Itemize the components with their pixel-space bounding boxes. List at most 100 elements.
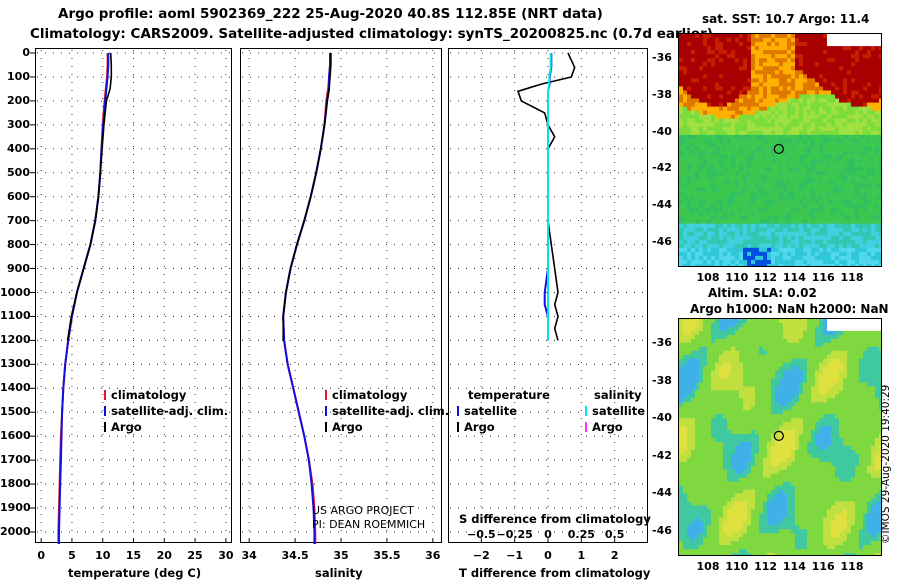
s-diff-tick-label: −0.5 (466, 528, 496, 541)
x-tick-label: 10 (95, 549, 111, 562)
argo-swatch (325, 422, 327, 432)
diff-legend-temp-title: temperature (468, 388, 550, 402)
x-tick-label: 15 (125, 549, 142, 562)
s-diff-tick-label: 0 (544, 528, 552, 541)
legend-label: climatology (111, 388, 187, 402)
sla-lon-label: 114 (782, 560, 806, 573)
sla-lon-label: 116 (811, 560, 835, 573)
series-line-satellite-adj-clim- (282, 53, 331, 544)
sat-swatch (104, 406, 106, 416)
depth-tick-label: 200 (7, 93, 30, 107)
diff-legend-temp-argo: Argo (457, 420, 495, 434)
sal-legend-sat: satellite-adj. clim. (325, 404, 449, 418)
sst-map (678, 33, 882, 267)
project-annotation: US ARGO PROJECT (312, 504, 414, 517)
legend-label: climatology (332, 388, 408, 402)
depth-tick-label: 1300 (0, 357, 31, 371)
depth-tick-label: 400 (7, 141, 30, 155)
series-line-argo (282, 53, 332, 341)
depth-tick-label: 1100 (0, 309, 31, 323)
depth-tick-label: 900 (7, 261, 30, 275)
depth-tick-label: 1700 (0, 453, 31, 467)
depth-tick-label: 1000 (0, 285, 31, 299)
legend-label: Argo (464, 420, 495, 434)
sst-lat-label: -46 (652, 235, 672, 248)
legend-label: Argo (111, 420, 142, 434)
sla-lon-label: 108 (696, 560, 720, 573)
x-tick-label: 5 (68, 549, 76, 562)
sla-title-2: Argo h1000: NaN h2000: NaN (690, 302, 889, 316)
sla-map (678, 318, 882, 556)
legend-label: satellite (464, 404, 518, 418)
title-line-2: Climatology: CARS2009. Satellite-adjuste… (30, 26, 713, 42)
sst-lat-label: -40 (652, 124, 672, 138)
temp-legend-clim: climatology (104, 388, 186, 402)
x-tick-label: 0 (544, 549, 552, 562)
copyright-footer: ©IMOS 29-Aug-2020 19:40:29 (880, 376, 898, 546)
depth-tick-label: 300 (7, 117, 30, 131)
x-tick-label: 2 (610, 549, 619, 562)
sla-lon-label: 118 (840, 560, 864, 573)
sst-field (679, 34, 881, 266)
depth-tick-label: 700 (7, 213, 30, 227)
sst-lat-label: -42 (652, 161, 672, 175)
sst-map-image (679, 34, 881, 266)
depth-tick-label: 600 (7, 189, 30, 203)
diff-legend-temp-sat: satellite (457, 404, 517, 418)
x-tick-label: 25 (187, 549, 203, 562)
clim-swatch (325, 390, 327, 400)
sat-swatch (325, 406, 327, 416)
sal-legend-clim: climatology (325, 388, 407, 402)
depth-tick-label: 2000 (0, 525, 31, 538)
x-tick-label: −1 (506, 549, 524, 562)
diff-legend-sal-title: salinity (594, 388, 642, 402)
sla-lat-label: -40 (652, 411, 672, 425)
sst-lon-label: 114 (782, 271, 806, 284)
sst-lon-label: 112 (754, 271, 778, 284)
sst-lat-label: -38 (652, 87, 672, 101)
sla-lat-label: -42 (652, 448, 672, 462)
clim-swatch (104, 390, 106, 400)
diff-legend-sal-sat: satellite (585, 404, 645, 418)
x-tick-label: 35 (333, 549, 349, 562)
sat-s-swatch (585, 406, 587, 416)
depth-tick-label: 1200 (0, 333, 31, 347)
x-tick-label: 34 (241, 549, 257, 562)
x-tick-label: 35.5 (373, 549, 401, 562)
sla-map-image (679, 319, 881, 555)
series-line-climatology (57, 53, 109, 544)
sla-lat-label: -36 (652, 336, 672, 349)
depth-tick-label: 1900 (0, 501, 31, 515)
salinity-xlabel: salinity (315, 566, 363, 580)
legend-label: satellite (592, 404, 646, 418)
sal-legend-argo: Argo (325, 420, 363, 434)
depth-tick-label: 1400 (0, 381, 31, 395)
copyright-text: ©IMOS 29-Aug-2020 19:40:29 (880, 384, 892, 544)
temp-legend-sat: satellite-adj. clim. (104, 404, 228, 418)
sst-lat-label: -44 (652, 198, 672, 212)
legend-label: Argo (332, 420, 363, 434)
series-line-satellite-salinity (547, 53, 552, 341)
legend-label: Argo (592, 420, 623, 434)
argo-swatch (104, 422, 106, 432)
s-diff-tick-label: −0.25 (496, 528, 533, 541)
pi-annotation: PI: DEAN ROEMMICH (312, 518, 426, 531)
argo-s-swatch (585, 422, 587, 432)
depth-tick-label: 1800 (0, 477, 31, 491)
title-line-1: Argo profile: aoml 5902369_222 25-Aug-20… (58, 6, 603, 22)
sst-lat-label: -36 (652, 51, 672, 64)
depth-tick-label: 0 (22, 46, 30, 59)
x-tick-label: 20 (156, 549, 172, 562)
float-position-marker (773, 430, 784, 442)
sst-lon-label: 108 (696, 271, 720, 284)
sla-lon-label: 110 (725, 560, 749, 573)
x-tick-label: −2 (472, 549, 490, 562)
x-tick-label: 36 (425, 549, 441, 562)
temperature-xlabel: temperature (deg C) (68, 566, 202, 580)
sla-lat-label: -44 (652, 486, 672, 500)
s-diff-xlabel: S difference from climatology (459, 512, 651, 526)
x-tick-label: 34.5 (281, 549, 309, 562)
sst-lon-label: 110 (725, 271, 749, 284)
x-tick-label: 1 (577, 549, 586, 562)
s-diff-tick-label: 0.5 (604, 528, 625, 541)
